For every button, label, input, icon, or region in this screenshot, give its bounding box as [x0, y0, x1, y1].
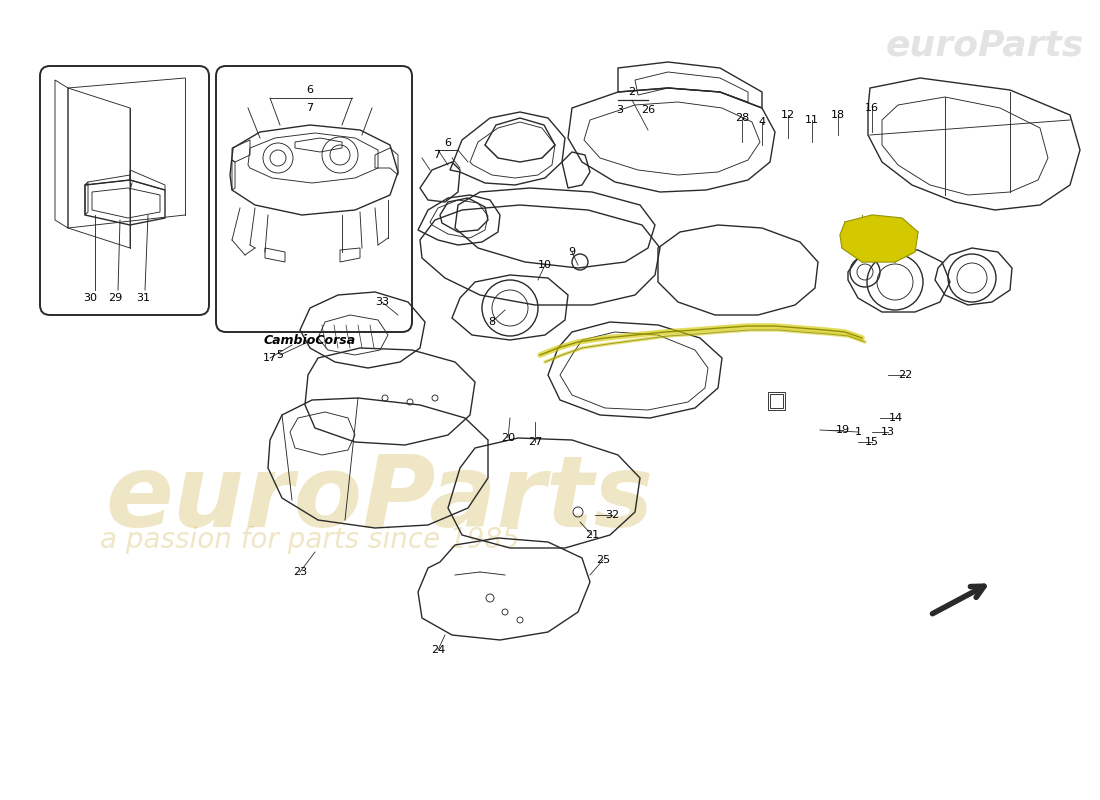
Text: 17: 17 — [263, 353, 277, 363]
Text: 28: 28 — [735, 113, 749, 123]
FancyBboxPatch shape — [216, 66, 412, 332]
Text: 1: 1 — [855, 427, 861, 437]
Text: 7: 7 — [433, 150, 441, 160]
Text: 25: 25 — [596, 555, 611, 565]
FancyBboxPatch shape — [40, 66, 209, 315]
Text: 5: 5 — [276, 350, 284, 360]
Text: 32: 32 — [605, 510, 619, 520]
Polygon shape — [840, 215, 918, 262]
Text: 19: 19 — [836, 425, 850, 435]
Text: 11: 11 — [805, 115, 820, 125]
Text: 8: 8 — [488, 317, 496, 327]
Text: euroParts: euroParts — [104, 451, 653, 549]
Text: 23: 23 — [293, 567, 307, 577]
Text: 15: 15 — [865, 437, 879, 447]
Text: 29: 29 — [108, 293, 122, 303]
Text: 12: 12 — [781, 110, 795, 120]
Text: 18: 18 — [830, 110, 845, 120]
Text: 20: 20 — [500, 433, 515, 443]
Text: 33: 33 — [375, 297, 389, 307]
Text: 7: 7 — [307, 103, 314, 113]
Text: a passion for parts since 1985: a passion for parts since 1985 — [100, 526, 519, 554]
Text: 10: 10 — [538, 260, 552, 270]
Text: 9: 9 — [569, 247, 575, 257]
Text: 2: 2 — [628, 87, 636, 97]
Text: 4: 4 — [758, 117, 766, 127]
Text: CambioCorsa: CambioCorsa — [264, 334, 356, 346]
Text: 24: 24 — [431, 645, 446, 655]
Text: 22: 22 — [898, 370, 912, 380]
Text: 3: 3 — [616, 105, 624, 115]
Text: 21: 21 — [585, 530, 600, 540]
Text: 16: 16 — [865, 103, 879, 113]
Text: 31: 31 — [136, 293, 150, 303]
Text: 27: 27 — [528, 437, 542, 447]
Text: 30: 30 — [82, 293, 97, 303]
Text: euroParts: euroParts — [886, 28, 1085, 62]
Text: 13: 13 — [881, 427, 895, 437]
Polygon shape — [840, 215, 918, 262]
Text: 26: 26 — [641, 105, 656, 115]
Text: 6: 6 — [444, 138, 451, 148]
Text: 14: 14 — [889, 413, 903, 423]
Text: 6: 6 — [307, 85, 314, 95]
